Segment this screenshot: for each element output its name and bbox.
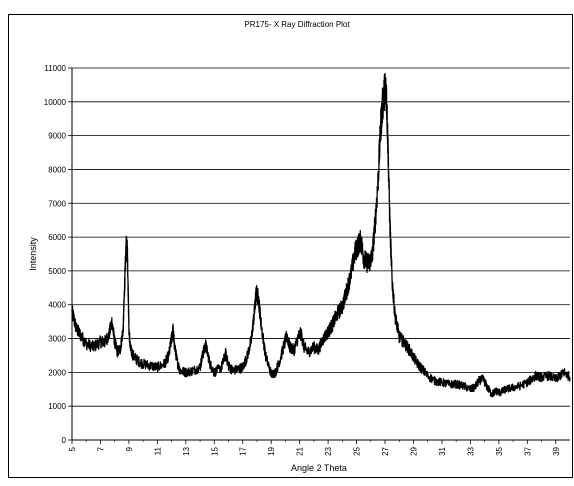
x-tick-label: 21 <box>296 446 305 455</box>
chart-frame <box>8 14 573 478</box>
x-tick-label: 37 <box>523 446 532 455</box>
x-tick-label: 29 <box>409 446 418 455</box>
x-tick-label: 31 <box>438 446 447 455</box>
y-tick-label: 2000 <box>48 368 66 377</box>
x-tick-label: 9 <box>125 446 134 451</box>
y-axis-title: Intensity <box>28 237 38 271</box>
x-tick-label: 33 <box>466 446 475 455</box>
y-tick-label: 6000 <box>48 233 66 242</box>
x-tick-label: 17 <box>239 446 248 455</box>
y-tick-label: 5000 <box>48 267 66 276</box>
series-layer <box>71 72 571 398</box>
y-tick-label: 8000 <box>48 165 66 174</box>
x-tick-label: 35 <box>495 446 504 455</box>
y-tick-label: 10000 <box>44 98 67 107</box>
x-tick-label: 23 <box>324 446 333 455</box>
gridlines <box>72 67 570 407</box>
y-tick-label: 4000 <box>48 301 66 310</box>
x-tick-label: 25 <box>353 446 362 455</box>
y-tick-label: 11000 <box>44 64 66 73</box>
y-tick-label: 9000 <box>48 132 66 141</box>
x-tick-label: 19 <box>267 446 276 455</box>
x-tick-label: 39 <box>552 446 561 455</box>
x-tick-label: 27 <box>381 446 390 455</box>
y-tick-label: 0 <box>62 436 67 445</box>
chart-title: PR175- X Ray Diffraction Plot <box>244 20 350 29</box>
y-tick-label: 1000 <box>48 402 66 411</box>
x-tick-label: 5 <box>68 446 77 451</box>
x-tick-label: 13 <box>182 446 191 455</box>
x-tick-label: 7 <box>96 446 105 451</box>
tick-labels: 0 1000 2000 3000 4000 5000 6000 7000 8000 9000 100… <box>44 64 561 456</box>
y-tick-label: 7000 <box>48 199 66 208</box>
x-tick-label: 15 <box>210 446 219 455</box>
axes <box>68 67 570 444</box>
x-tick-label: 11 <box>153 446 162 455</box>
series-line <box>71 72 571 398</box>
y-tick-label: 3000 <box>48 335 66 344</box>
x-axis-title: Angle 2 Theta <box>291 463 347 473</box>
